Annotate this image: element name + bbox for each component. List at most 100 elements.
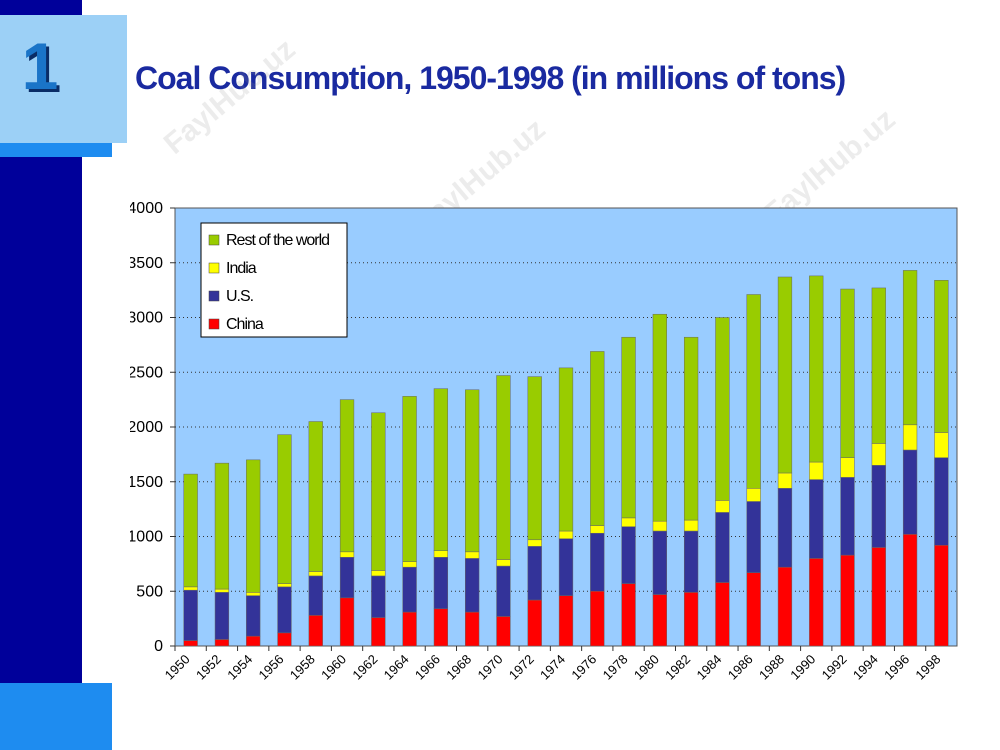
bar-segment-india [840, 457, 855, 478]
bar-segment-china [777, 566, 793, 647]
bar-segment-china [465, 611, 480, 647]
bar-segment-u-s- [527, 546, 542, 601]
bar-segment-u-s- [871, 465, 886, 548]
bar-segment-rest-of-the-world [871, 287, 886, 444]
y-tick-label: 500 [136, 583, 163, 600]
bar-segment-u-s- [339, 557, 355, 599]
bar-segment-rest-of-the-world [840, 288, 855, 458]
legend-swatch [208, 290, 220, 302]
x-tick-label: 1988 [756, 652, 787, 683]
bar-segment-china [496, 616, 511, 647]
bar-segment-rest-of-the-world [308, 421, 323, 572]
x-tick-label: 1986 [725, 652, 756, 683]
bar-segment-rest-of-the-world [809, 275, 824, 463]
bar-segment-rest-of-the-world [715, 317, 730, 501]
bar-segment-rest-of-the-world [433, 388, 449, 551]
y-tick-label: 1500 [130, 474, 163, 491]
bar-segment-india [746, 488, 761, 502]
bar-segment-india [652, 520, 667, 532]
bar-segment-india [371, 570, 386, 577]
bar-segment-china [433, 608, 449, 647]
bar-segment-rest-of-the-world [934, 280, 949, 433]
legend-swatch [208, 262, 220, 274]
bar-segment-u-s- [809, 479, 824, 559]
y-tick-label: 0 [154, 638, 163, 655]
bar-segment-india [934, 432, 949, 458]
x-tick-label: 1952 [193, 652, 224, 683]
x-tick-label: 1960 [318, 652, 349, 683]
bar-segment-u-s- [777, 488, 793, 568]
bar-segment-u-s- [433, 557, 449, 610]
bar-segment-u-s- [214, 592, 230, 640]
bar-segment-china [840, 554, 855, 647]
bar-segment-rest-of-the-world [402, 396, 417, 562]
y-tick-label: 2000 [130, 419, 163, 436]
x-tick-label: 1976 [568, 652, 599, 683]
x-tick-label: 1956 [256, 652, 287, 683]
bar-segment-china [214, 639, 230, 647]
bar-segment-china [339, 597, 355, 647]
bar-segment-rest-of-the-world [371, 412, 386, 571]
x-tick-label: 1954 [224, 652, 255, 683]
bar-segment-rest-of-the-world [527, 376, 542, 541]
slide-number-underline [0, 143, 112, 157]
bar-segment-u-s- [402, 566, 417, 613]
bar-segment-india [465, 551, 480, 559]
bar-segment-china [277, 632, 292, 647]
legend-swatch [208, 234, 220, 246]
bar-segment-india [308, 571, 323, 577]
bar-segment-u-s- [465, 558, 480, 613]
bar-segment-india [402, 561, 417, 568]
bar-segment-u-s- [902, 449, 918, 535]
bar-segment-u-s- [558, 538, 574, 596]
legend-label: India [226, 260, 257, 277]
bar-segment-rest-of-the-world [339, 399, 355, 553]
bar-segment-china [308, 615, 323, 647]
bar-segment-china [652, 594, 667, 647]
legend-swatch [208, 318, 220, 330]
y-tick-label: 4000 [130, 200, 163, 217]
bar-segment-rest-of-the-world [277, 434, 292, 584]
y-tick-label: 2500 [130, 364, 163, 381]
bar-segment-rest-of-the-world [590, 351, 605, 526]
bar-segment-u-s- [308, 575, 323, 616]
bar-segment-india [183, 586, 198, 591]
bar-segment-india [715, 500, 730, 513]
bar-segment-india [683, 519, 699, 532]
bar-segment-india [496, 559, 511, 567]
x-tick-label: 1980 [631, 652, 662, 683]
bar-segment-india [339, 551, 355, 558]
bar-segment-u-s- [746, 501, 761, 573]
bar-segment-rest-of-the-world [777, 276, 793, 474]
bar-segment-rest-of-the-world [496, 375, 511, 560]
bar-segment-u-s- [183, 589, 198, 641]
legend-label: Rest of the world [226, 232, 329, 249]
bar-segment-u-s- [715, 512, 730, 583]
bar-segment-china [871, 547, 886, 647]
x-tick-label: 1998 [912, 652, 943, 683]
bottom-accent-block [0, 683, 112, 750]
bar-segment-rest-of-the-world [652, 313, 667, 522]
x-tick-label: 1968 [443, 652, 474, 683]
bar-segment-u-s- [652, 530, 667, 595]
bar-segment-rest-of-the-world [214, 462, 230, 590]
bar-segment-india [527, 539, 542, 547]
bar-segment-china [246, 635, 261, 647]
bar-segment-rest-of-the-world [246, 459, 261, 593]
slide-number-box [0, 15, 127, 143]
bar-segment-china [746, 572, 761, 647]
bar-segment-rest-of-the-world [558, 367, 574, 532]
bar-segment-u-s- [496, 565, 511, 617]
bar-segment-u-s- [246, 595, 261, 637]
x-tick-label: 1972 [506, 652, 537, 683]
bar-segment-china [590, 591, 605, 647]
bar-segment-india [433, 550, 449, 558]
x-tick-label: 1950 [162, 652, 193, 683]
bar-segment-china [527, 599, 542, 647]
x-tick-label: 1990 [787, 652, 818, 683]
slide-title: Coal Consumption, 1950-1998 (in millions… [135, 60, 846, 96]
bar-segment-china [183, 640, 198, 647]
legend-box [200, 222, 348, 338]
y-tick-label: 1000 [130, 529, 163, 546]
bar-segment-india [558, 530, 574, 539]
